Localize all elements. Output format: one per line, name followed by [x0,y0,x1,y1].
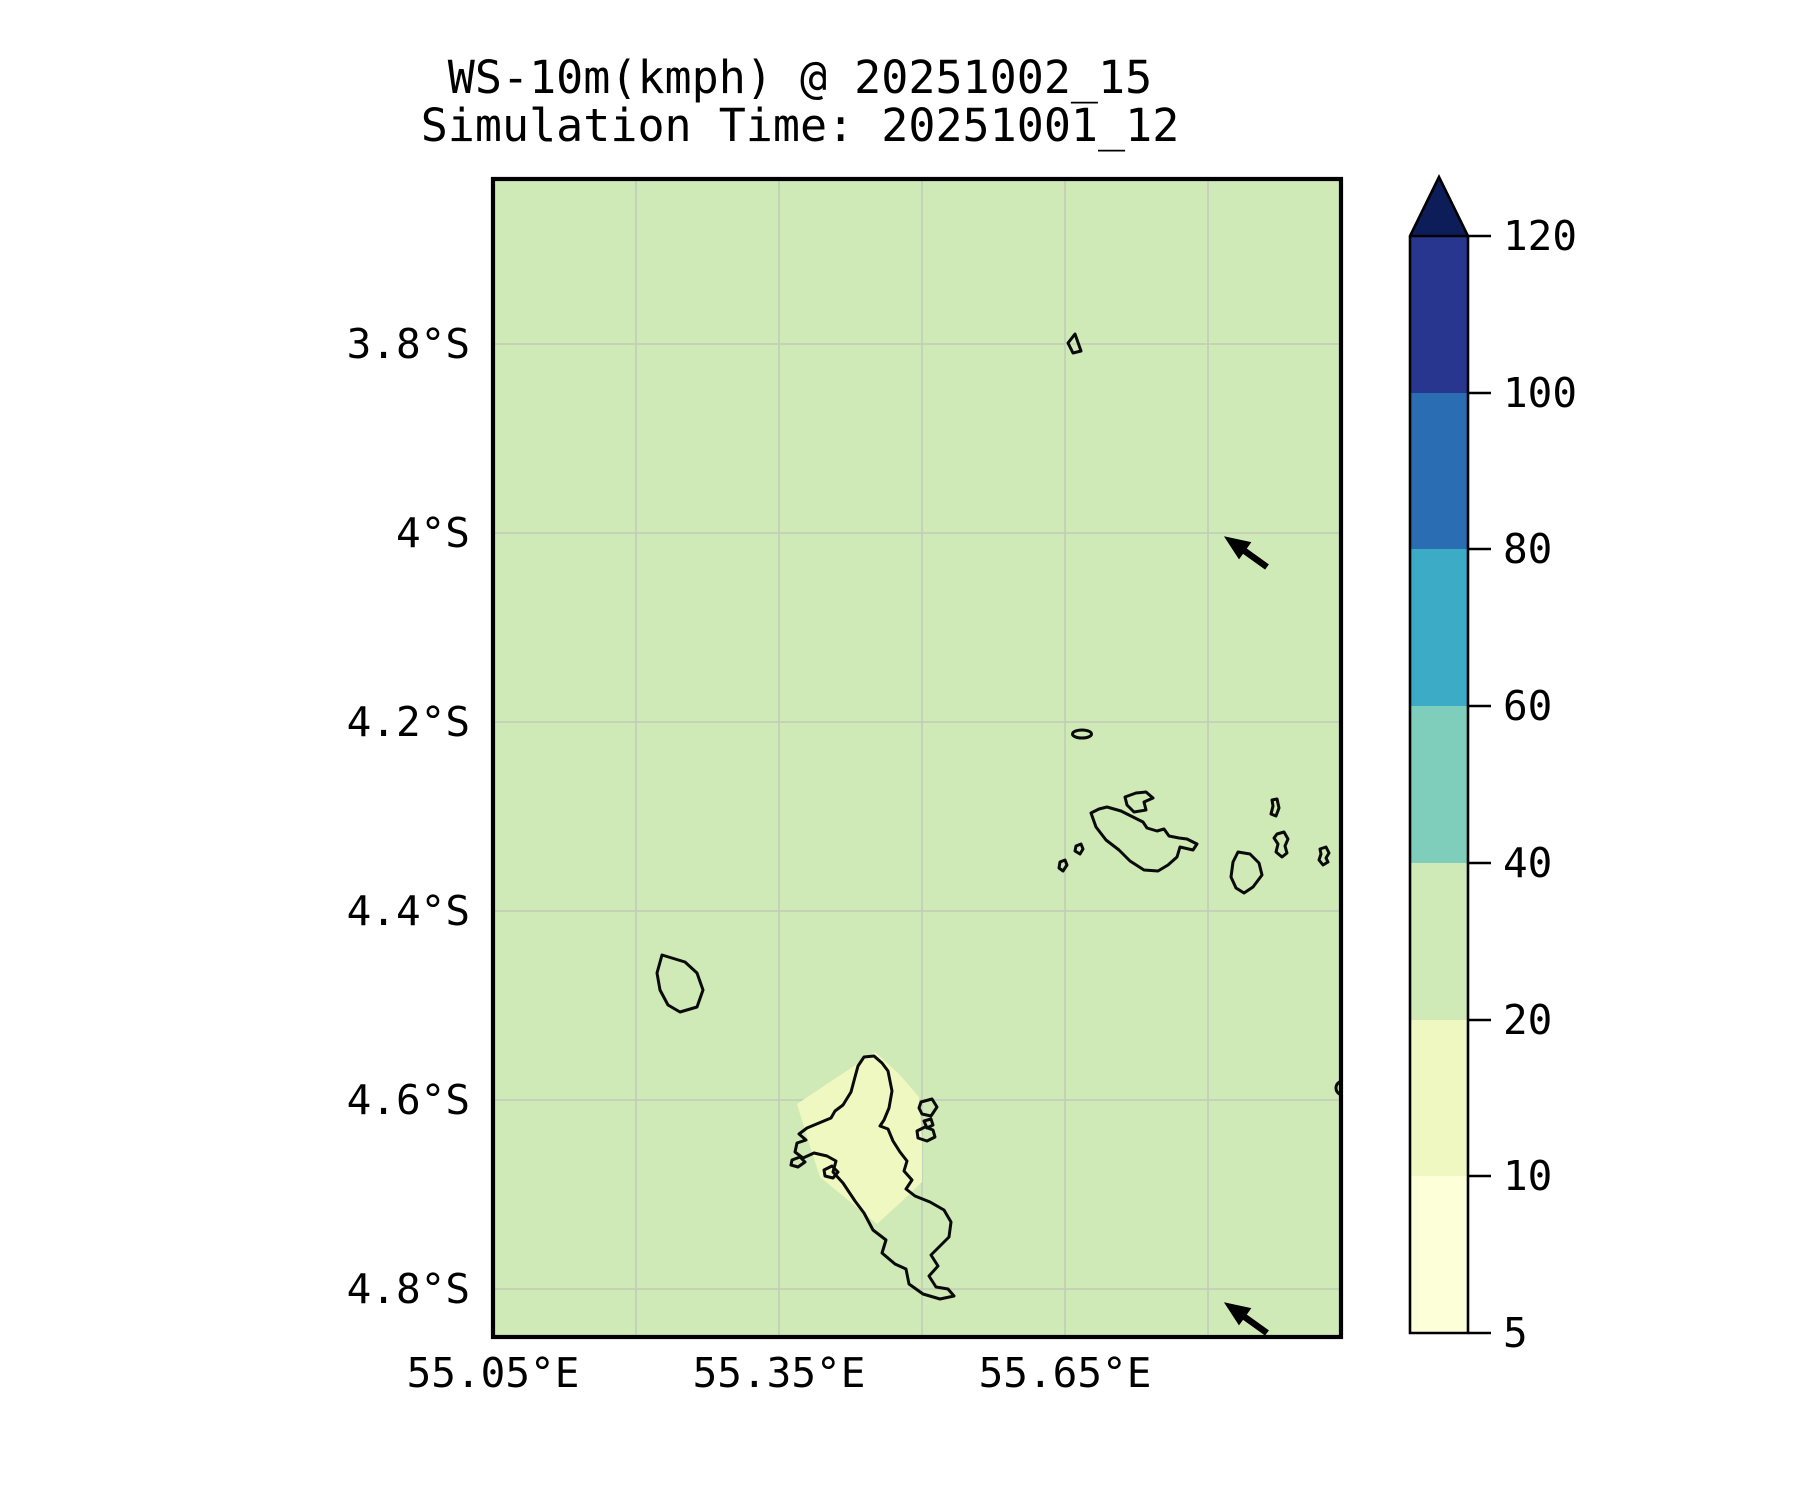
plot-subtitle: Simulation Time: 20251001_12 [421,99,1180,152]
colorbar-extend-max-triangle [1410,177,1468,236]
colorbar-tick-labels: 120 100 80 60 40 20 10 5 [1503,212,1577,1357]
colorbar-segment-20-40 [1410,863,1468,1020]
plot-title: WS-10m(kmph) @ 20251002_15 [448,51,1152,104]
wind-arrow-1 [1223,536,1269,570]
colorbar-segment-80-100 [1410,393,1468,549]
colorbar-label-20: 20 [1503,996,1552,1044]
island-outline-curieuse [1123,790,1155,814]
colorbar-segment-100-120 [1410,236,1468,393]
islet-outline-west-of-praslin-2 [1073,842,1085,856]
y-tick-label-3-8s: 3.8°S [347,320,470,368]
y-tick-label-4-2s: 4.2°S [347,698,470,746]
islet-outline-mahe-ne-2 [922,1117,935,1130]
islet-outline-mahe-ne-1 [917,1097,939,1118]
map-border [490,176,1344,1340]
colorbar: 120 100 80 60 40 20 10 5 [1408,174,1577,1357]
islet-outline-mahe-ne-3 [915,1125,937,1143]
colorbar-label-40: 40 [1503,839,1552,887]
colorbar-segment-5-10 [1410,1176,1468,1333]
colorbar-label-60: 60 [1503,682,1552,730]
colorbar-label-100: 100 [1503,369,1577,417]
y-tick-label-4-4s: 4.4°S [347,887,470,935]
colorbar-label-80: 80 [1503,525,1552,573]
islet-outline-ne-1 [1269,797,1281,818]
island-outline-la-digue [1229,850,1264,895]
colorbar-label-5: 5 [1503,1309,1528,1357]
x-tick-label-55-35e: 55.35°E [693,1349,866,1397]
colorbar-segment-10-20 [1410,1020,1468,1176]
islet-outline-ne-2 [1272,830,1290,859]
y-tick-label-4-6s: 4.6°S [347,1076,470,1124]
x-axis-tick-labels: 55.05°E 55.35°E 55.65°E [407,1349,1152,1397]
colorbar-segment-60-80 [1410,549,1468,706]
colorbar-ticks [1468,234,1491,1335]
y-tick-label-4-8s: 4.8°S [347,1265,470,1313]
y-tick-label-4s: 4°S [396,509,470,557]
islet-outline-ne-3 [1317,845,1331,867]
y-axis-tick-labels: 3.8°S 4°S 4.2°S 4.4°S 4.6°S 4.8°S [347,320,470,1313]
colorbar-outline [1408,174,1470,1335]
islet-outline-flat [1071,728,1093,740]
x-tick-label-55-65e: 55.65°E [979,1349,1152,1397]
wind-arrow-2 [1223,1302,1269,1336]
islet-outline-mahe-w-1 [789,1155,807,1169]
islet-outline-mahe-w-2 [822,1164,840,1180]
colorbar-label-10: 10 [1503,1152,1552,1200]
island-outline-praslin [1089,805,1199,873]
colorbar-segment-40-60 [1410,706,1468,863]
islet-outline-north [1066,332,1083,355]
island-outline-mahe [793,1054,956,1301]
islet-outline-west-of-praslin-1 [1057,858,1069,873]
island-outline-silhouette [655,953,705,1014]
x-tick-label-55-05e: 55.05°E [407,1349,580,1397]
colorbar-label-120: 120 [1503,212,1577,260]
coastlines [655,332,1341,1301]
